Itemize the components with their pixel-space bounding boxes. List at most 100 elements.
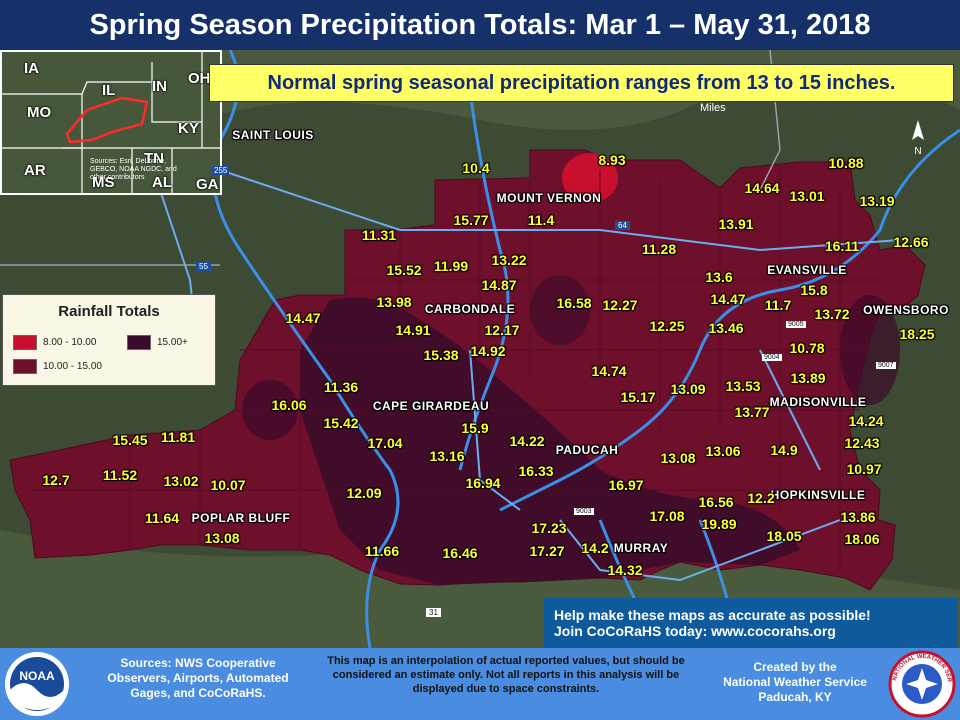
precip-value: 12.2 <box>747 490 775 506</box>
precip-value: 10.78 <box>789 340 825 356</box>
precip-value: 13.09 <box>670 381 706 397</box>
inset-state-al: AL <box>152 174 172 191</box>
precip-value: 15.45 <box>112 432 148 448</box>
inset-locator-map: IA IL IN OH MO KY AR TN MS AL GA Sources… <box>0 50 222 195</box>
normal-precip-note: Normal spring seasonal precipitation ran… <box>209 64 954 102</box>
precip-value: 15.52 <box>386 262 422 278</box>
precip-value: 14.92 <box>470 343 506 359</box>
precip-value: 19.89 <box>701 516 737 532</box>
inset-forecast-area <box>65 96 149 144</box>
precip-value: 18.25 <box>899 326 935 342</box>
precip-value: 14.22 <box>509 433 545 449</box>
inset-state-ar: AR <box>24 162 46 179</box>
precip-value: 12.43 <box>844 435 880 451</box>
inset-state-in: IN <box>152 78 167 95</box>
city-cape-girardeau: CAPE GIRARDEAU <box>372 399 490 413</box>
map-canvas[interactable] <box>0 50 960 648</box>
precip-value: 13.98 <box>376 294 412 310</box>
inset-state-ia: IA <box>24 60 39 77</box>
high-precip-area-carbondale <box>530 275 590 345</box>
precip-value: 11.81 <box>160 429 196 445</box>
legend-item-mid: 10.00 - 15.00 <box>13 359 102 374</box>
city-madisonville: MADISONVILLE <box>769 395 867 409</box>
precip-value: 12.25 <box>649 318 685 334</box>
precip-value: 13.53 <box>725 378 761 394</box>
precip-value: 15.38 <box>423 347 459 363</box>
legend-item-low: 8.00 - 10.00 <box>13 335 96 350</box>
precip-value: 11.52 <box>102 467 138 483</box>
precip-value: 13.86 <box>840 509 876 525</box>
precip-value: 17.04 <box>367 435 403 451</box>
cocorahs-callout[interactable]: Help make these maps as accurate as poss… <box>544 598 958 648</box>
precip-value: 11.31 <box>361 227 397 243</box>
precip-value: 11.66 <box>364 543 400 559</box>
precip-value: 16.33 <box>518 463 554 479</box>
precip-value: 8.93 <box>598 152 626 168</box>
precip-map-svg <box>0 50 960 648</box>
precip-value: 13.6 <box>705 269 733 285</box>
legend-label-mid: 10.00 - 15.00 <box>43 361 102 372</box>
scale-bar-label: Miles <box>700 102 726 114</box>
footer-bar <box>0 648 960 720</box>
precip-value: 17.08 <box>649 508 685 524</box>
inset-state-oh: OH <box>188 70 211 87</box>
precip-value: 14.24 <box>848 413 884 429</box>
precip-value: 14.91 <box>395 322 431 338</box>
inset-state-ms: MS <box>92 174 115 191</box>
precip-value: 12.17 <box>484 322 520 338</box>
precip-value: 13.16 <box>429 448 465 464</box>
precip-value: 11.7 <box>764 297 792 313</box>
precip-value: 12.09 <box>346 485 382 501</box>
precip-value: 14.9 <box>770 442 798 458</box>
footer-credit: Created by the National Weather Service … <box>710 660 880 705</box>
precip-value: 11.36 <box>323 379 359 395</box>
precip-value: 13.02 <box>163 473 199 489</box>
inset-state-ky: KY <box>178 120 199 137</box>
inset-state-mo: MO <box>27 104 52 121</box>
inset-state-ga: GA <box>196 176 219 193</box>
legend-label-high: 15.00+ <box>157 337 188 348</box>
precip-value: 10.97 <box>846 461 882 477</box>
highway-shield-9005: 9005 <box>786 321 806 328</box>
precip-value: 14.74 <box>591 363 627 379</box>
precip-value: 13.91 <box>718 216 754 232</box>
precip-value: 13.72 <box>814 306 850 322</box>
city-owensboro: OWENSBORO <box>863 303 949 317</box>
highway-shield-255: 255 <box>212 166 230 175</box>
inset-svg <box>2 52 220 193</box>
highway-shield-64: 64 <box>615 221 630 230</box>
city-saint-louis: SAINT LOUIS <box>232 128 314 142</box>
legend-label-low: 8.00 - 10.00 <box>43 337 97 348</box>
inset-state-il: IL <box>102 82 116 99</box>
legend-swatch-low <box>13 335 37 350</box>
city-mount-vernon: MOUNT VERNON <box>496 191 602 205</box>
highway-shield-9003: 9003 <box>574 508 594 515</box>
precip-value: 17.23 <box>531 520 567 536</box>
city-hopkinsville: HOPKINSVILLE <box>770 488 866 502</box>
highway-shield-55: 55 <box>196 262 211 271</box>
city-carbondale: CARBONDALE <box>424 302 516 316</box>
footer-sources: Sources: NWS Cooperative Observers, Airp… <box>107 656 289 700</box>
highway-shield-9007: 9007 <box>876 362 896 369</box>
legend-title: Rainfall Totals <box>58 303 160 320</box>
precip-value: 16.46 <box>442 545 478 561</box>
footer-credit-line2: National Weather Service <box>723 675 867 689</box>
precip-value: 13.08 <box>660 450 696 466</box>
precip-value: 15.17 <box>620 389 656 405</box>
precip-value: 13.22 <box>491 252 527 268</box>
footer-disclaimer: This map is an interpolation of actual r… <box>327 655 685 695</box>
precip-value: 15.42 <box>323 415 359 431</box>
precip-value: 15.77 <box>453 212 489 228</box>
precip-value: 16.56 <box>698 494 734 510</box>
high-precip-area <box>300 297 800 585</box>
precip-value: 10.07 <box>210 477 246 493</box>
precip-value: 11.64 <box>144 510 180 526</box>
precip-value: 13.08 <box>204 530 240 546</box>
precip-value: 11.28 <box>641 241 677 257</box>
highway-shield-31: 31 <box>426 608 441 617</box>
svg-text:N: N <box>914 146 921 157</box>
precip-value: 16.06 <box>271 397 307 413</box>
precip-value: 16.58 <box>556 295 592 311</box>
cocorahs-line2[interactable]: Join CoCoRaHS today: www.cocorahs.org <box>554 623 836 639</box>
precip-value: 12.27 <box>602 297 638 313</box>
